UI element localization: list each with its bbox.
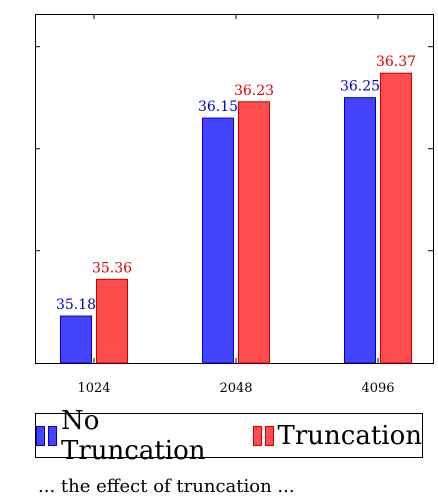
- legend-item-no-truncation: No Truncation: [36, 406, 247, 466]
- legend-label-truncation: Truncation: [277, 420, 423, 451]
- data-label-no-truncation-2048: 36.15: [198, 99, 238, 115]
- x-tick-label-1024: 1024: [77, 381, 110, 396]
- bar-truncation-2048: [238, 101, 270, 364]
- data-label-truncation-2048: 36.23: [234, 83, 274, 99]
- bars: [60, 72, 412, 364]
- x-tick-label-4096: 4096: [361, 381, 394, 396]
- legend-label-no-truncation: No Truncation: [61, 405, 206, 466]
- plot-frame: [35, 14, 434, 364]
- bar-truncation-1024: [96, 278, 128, 364]
- data-label-truncation-4096: 36.37: [376, 54, 416, 70]
- legend: No Truncation Truncation: [35, 406, 423, 466]
- x-tick-labels: 1024 2048 4096: [77, 381, 394, 396]
- data-label-truncation-1024: 35.36: [92, 260, 132, 276]
- figure-caption: ... the effect of truncation ...: [38, 476, 295, 497]
- bar-no-truncation-1024: [60, 315, 92, 364]
- bar-truncation-4096: [380, 72, 412, 364]
- bar-no-truncation-4096: [344, 97, 376, 364]
- axis-ticks: [35, 14, 433, 363]
- legend-item-truncation: Truncation: [252, 420, 423, 451]
- legend-swatch-truncation: [252, 425, 274, 446]
- legend-swatch-no-truncation: [36, 425, 57, 446]
- data-label-no-truncation-4096: 36.25: [340, 79, 380, 95]
- data-label-no-truncation-1024: 35.18: [56, 297, 96, 313]
- x-tick-label-2048: 2048: [219, 381, 252, 396]
- bar-no-truncation-2048: [202, 117, 234, 364]
